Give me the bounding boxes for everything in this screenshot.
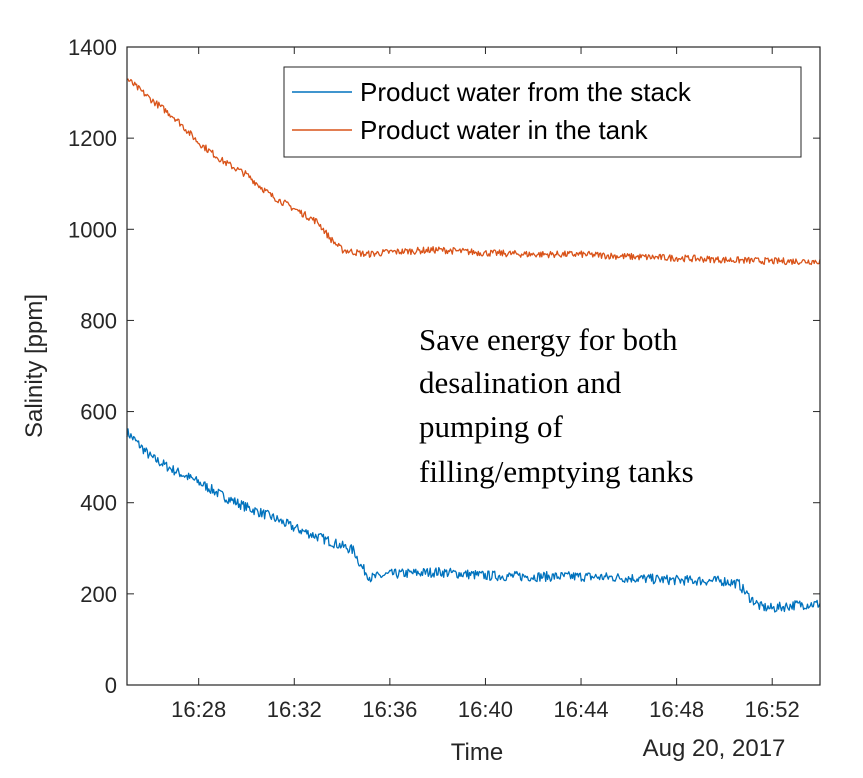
annotation: Save energy for both desalination and pu… bbox=[419, 322, 694, 489]
data-point-tank bbox=[676, 257, 678, 259]
x-axis-label: Time bbox=[451, 739, 503, 766]
data-point-stack bbox=[150, 456, 152, 458]
x-tick-label: 16:28 bbox=[171, 697, 226, 722]
data-point-tank bbox=[771, 260, 773, 262]
x-tick-label: 16:40 bbox=[458, 697, 513, 722]
data-point-stack bbox=[485, 575, 487, 577]
data-point-tank bbox=[532, 254, 534, 256]
data-point-stack bbox=[270, 516, 272, 518]
plot-frame bbox=[126, 46, 821, 686]
x-tick-label: 16:32 bbox=[267, 697, 322, 722]
y-tick-label: 1400 bbox=[68, 35, 117, 60]
data-point-tank bbox=[389, 251, 391, 253]
data-point-stack bbox=[246, 507, 248, 509]
series-line-tank bbox=[126, 78, 821, 266]
data-point-stack bbox=[628, 577, 630, 579]
data-point-tank bbox=[628, 256, 630, 258]
data-point-tank bbox=[150, 99, 152, 101]
data-point-stack bbox=[676, 579, 678, 581]
data-point-tank bbox=[246, 174, 248, 176]
annotation-line-2: desalination and bbox=[419, 365, 622, 400]
series-layer bbox=[126, 78, 821, 613]
data-point-tank bbox=[174, 117, 176, 119]
y-tick-label: 600 bbox=[80, 400, 117, 425]
data-point-tank bbox=[341, 249, 343, 251]
date-label: Aug 20, 2017 bbox=[643, 735, 786, 762]
data-point-tank bbox=[317, 222, 319, 224]
legend-label-tank: Product water in the tank bbox=[360, 115, 649, 145]
y-tick-label: 0 bbox=[105, 673, 117, 698]
annotation-line-1: Save energy for both bbox=[419, 322, 678, 357]
y-tick-label: 800 bbox=[80, 308, 117, 333]
x-tick-label: 16:52 bbox=[745, 697, 800, 722]
x-tick-label: 16:48 bbox=[649, 697, 704, 722]
data-point-stack bbox=[760, 606, 762, 608]
data-point-tank bbox=[580, 254, 582, 256]
y-axis-label: Salinity [ppm] bbox=[21, 294, 48, 438]
data-point-stack bbox=[724, 580, 726, 582]
data-point-tank bbox=[724, 259, 726, 261]
y-tick-label: 200 bbox=[80, 582, 117, 607]
ticks-layer: 0 200 400 600 800 1000 1200 1400 16:28 16:32 16:36… bbox=[68, 35, 820, 722]
x-tick-label: 16:36 bbox=[362, 697, 417, 722]
legend: Product water from the stack Product wat… bbox=[283, 66, 802, 158]
data-point-tank bbox=[198, 142, 200, 144]
data-point-stack bbox=[748, 595, 750, 597]
legend-box bbox=[283, 66, 802, 158]
y-tick-label: 1200 bbox=[68, 126, 117, 151]
data-point-tank bbox=[222, 160, 224, 162]
data-point-stack bbox=[370, 577, 372, 579]
annotation-line-3: pumping of bbox=[419, 409, 563, 444]
data-point-stack bbox=[317, 536, 319, 538]
data-point-stack bbox=[389, 574, 391, 576]
data-point-stack bbox=[294, 527, 296, 529]
data-point-stack bbox=[738, 583, 740, 585]
data-point-tank bbox=[329, 238, 331, 240]
data-point-tank bbox=[485, 252, 487, 254]
data-point-stack bbox=[437, 571, 439, 573]
data-point-stack bbox=[198, 481, 200, 483]
data-point-stack bbox=[341, 545, 343, 547]
legend-label-stack: Product water from the stack bbox=[360, 77, 692, 107]
data-point-stack bbox=[174, 470, 176, 472]
data-point-stack bbox=[580, 576, 582, 578]
data-point-stack bbox=[795, 604, 797, 606]
data-point-tank bbox=[365, 254, 367, 256]
data-point-tank bbox=[437, 249, 439, 251]
series-line-stack bbox=[126, 428, 821, 613]
data-point-stack bbox=[222, 495, 224, 497]
data-point-stack bbox=[532, 576, 534, 578]
data-point-tank bbox=[270, 194, 272, 196]
data-point-stack bbox=[771, 608, 773, 610]
y-tick-label: 1000 bbox=[68, 217, 117, 242]
annotation-line-4: filling/emptying tanks bbox=[419, 454, 694, 489]
data-point-stack bbox=[360, 566, 362, 568]
data-point-stack bbox=[353, 550, 355, 552]
data-point-tank bbox=[294, 208, 296, 210]
x-tick-label: 16:44 bbox=[554, 697, 609, 722]
y-tick-label: 400 bbox=[80, 491, 117, 516]
